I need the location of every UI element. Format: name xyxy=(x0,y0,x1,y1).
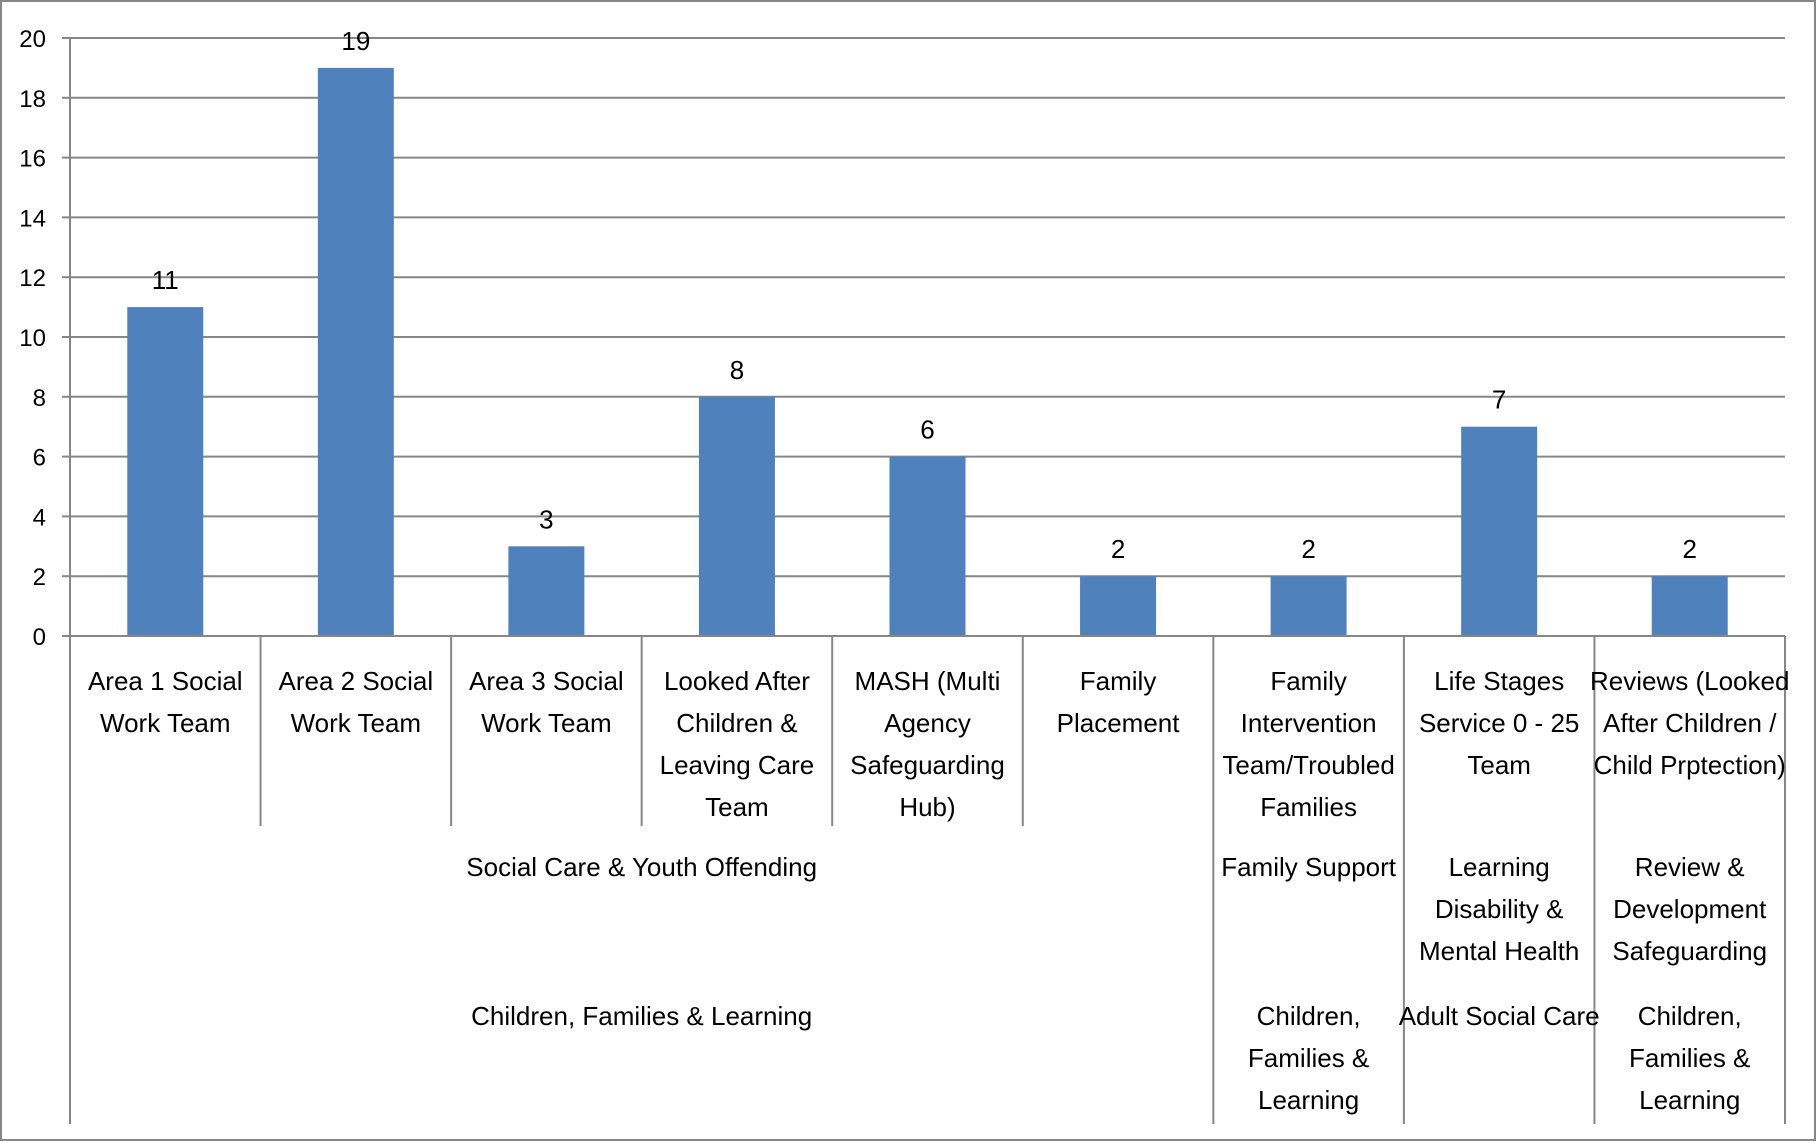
x-axis-groups: Social Care & Youth Offending Family Supp… xyxy=(466,852,1767,1115)
x-tick-label: Area 1 Social Work Team xyxy=(88,666,243,738)
data-label: 8 xyxy=(730,355,744,385)
y-tick-label: 4 xyxy=(33,504,46,531)
group-label: Children, Families & Learning xyxy=(1248,1001,1369,1115)
bars xyxy=(127,67,1728,636)
x-tick-label: Area 3 Social Work Team xyxy=(469,666,624,738)
group-label: Adult Social Care xyxy=(1399,1001,1600,1031)
data-label: 6 xyxy=(920,415,934,445)
group-label: Social Care & Youth Offending xyxy=(466,852,817,882)
data-label: 19 xyxy=(341,26,370,56)
data-label: 2 xyxy=(1301,534,1315,564)
bar xyxy=(1080,576,1157,636)
group-label: Review & Development Safeguarding xyxy=(1612,852,1767,966)
bar xyxy=(1461,426,1538,636)
bar xyxy=(1270,576,1347,636)
y-tick-label: 6 xyxy=(33,445,46,472)
x-tick-label: MASH (Multi Agency Safeguarding Hub) xyxy=(850,666,1005,822)
bar xyxy=(317,67,394,636)
y-axis-ticks: 0 2 4 6 8 10 12 14 16 18 20 xyxy=(19,26,70,651)
data-label: 3 xyxy=(539,504,553,534)
y-tick-label: 8 xyxy=(33,385,46,412)
x-tick-label: Reviews (Looked After Children / Child Prp… xyxy=(1590,666,1789,780)
data-label: 2 xyxy=(1111,534,1125,564)
y-tick-label: 16 xyxy=(19,146,46,173)
y-tick-label: 12 xyxy=(19,265,46,292)
bar xyxy=(508,546,585,636)
x-tick-label: Family Placement xyxy=(1057,666,1181,738)
y-tick-label: 14 xyxy=(19,205,46,232)
x-tick-label: Life Stages Service 0 - 25 Team xyxy=(1419,666,1579,780)
data-label: 11 xyxy=(152,265,179,295)
bar xyxy=(889,456,966,636)
bar xyxy=(1651,576,1728,636)
y-tick-label: 20 xyxy=(19,26,46,53)
data-label: 7 xyxy=(1492,385,1506,415)
data-label: 2 xyxy=(1682,534,1696,564)
bar xyxy=(698,396,775,636)
y-tick-label: 10 xyxy=(19,325,46,352)
group-label: Children, Families & Learning xyxy=(1629,1001,1750,1115)
group-label: Children, Families & Learning xyxy=(471,1001,812,1031)
y-tick-label: 18 xyxy=(19,86,46,113)
y-tick-label: 2 xyxy=(33,564,46,591)
bar xyxy=(127,307,204,636)
y-tick-label: 0 xyxy=(33,624,46,651)
group-label: Family Support xyxy=(1221,852,1397,882)
x-axis-categories: Area 1 Social Work Team Area 2 Social Work … xyxy=(88,666,1789,822)
data-labels: 11 19 3 8 6 2 2 7 2 xyxy=(152,26,1697,564)
x-tick-label: Area 2 Social Work Team xyxy=(279,666,434,738)
group-label: Learning Disability & Mental Health xyxy=(1419,852,1579,966)
x-tick-label: Family Intervention Team/Troubled Families xyxy=(1222,666,1394,822)
x-tick-label: Looked After Children & Leaving Care Team xyxy=(660,666,815,822)
